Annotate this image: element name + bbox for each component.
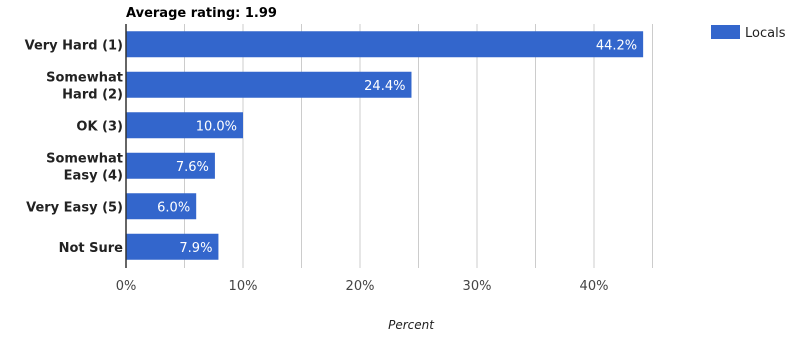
bar — [126, 31, 644, 58]
category-label: Very Hard (1) — [25, 38, 123, 53]
category-label: OK (3) — [76, 119, 123, 134]
chart-title: Average rating: 1.99 — [126, 6, 277, 21]
bar-value-label: 44.2% — [596, 38, 637, 53]
x-tick-label: 20% — [346, 279, 375, 294]
bar — [126, 152, 215, 179]
category-label: Easy (4) — [64, 168, 123, 183]
x-tick-label: 10% — [229, 279, 258, 294]
x-tick-label: 30% — [463, 279, 492, 294]
legend: Locals — [711, 25, 786, 41]
bar — [126, 233, 219, 260]
x-tick-labels: 0% 10% 20% 30% 40% — [116, 279, 609, 294]
x-tick-label: 0% — [116, 279, 137, 294]
bar-value-label: 24.4% — [364, 79, 405, 94]
bar-value-label: 6.0% — [157, 200, 190, 215]
x-axis-title: Percent — [388, 318, 435, 332]
bar-value-label: 7.9% — [179, 241, 212, 256]
x-tick-label: 40% — [580, 279, 609, 294]
bar-value-label: 7.6% — [176, 160, 209, 175]
category-label: Very Easy (5) — [26, 200, 123, 215]
category-label: Somewhat — [46, 70, 123, 85]
category-label: Not Sure — [59, 241, 124, 256]
bars: 44.2% 24.4% 10.0% 7.6% 6.0% 7.9% — [126, 31, 644, 260]
bar — [126, 71, 412, 98]
bar — [126, 193, 197, 220]
grid-lines — [184, 24, 653, 268]
category-labels: Very Hard (1) Somewhat Hard (2) OK (3) Somew… — [25, 38, 124, 256]
legend-swatch-locals — [711, 25, 740, 39]
legend-label-locals: Locals — [745, 26, 786, 41]
category-label: Somewhat — [46, 151, 123, 166]
bar-value-label: 10.0% — [196, 119, 237, 134]
bar — [126, 112, 243, 139]
category-label: Hard (2) — [62, 87, 123, 102]
